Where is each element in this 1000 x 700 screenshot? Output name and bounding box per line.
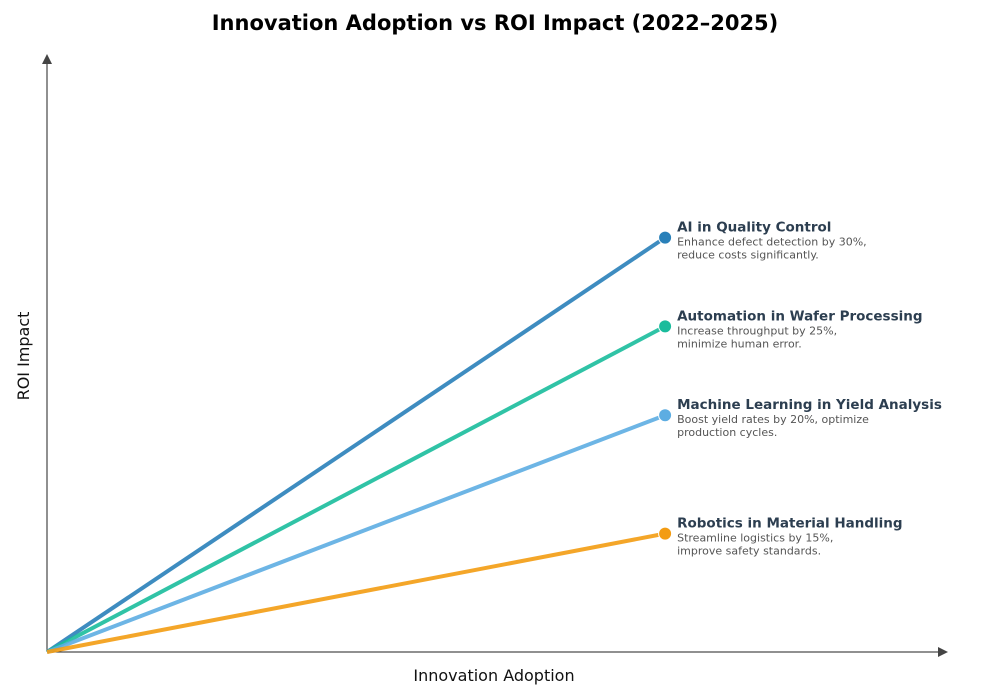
series-description: minimize human error. bbox=[677, 337, 802, 350]
series-line bbox=[45, 235, 667, 654]
series-description: Boost yield rates by 20%, optimize bbox=[677, 413, 869, 426]
series-description: reduce costs significantly. bbox=[677, 249, 819, 262]
series-description: Enhance defect detection by 30%, bbox=[677, 236, 867, 249]
series-line bbox=[46, 324, 667, 654]
axes: Innovation Adoption ROI Impact bbox=[14, 54, 948, 685]
x-axis-label: Innovation Adoption bbox=[413, 666, 574, 685]
series-description: Increase throughput by 25%, bbox=[677, 324, 837, 337]
series-label: AI in Quality Control bbox=[677, 220, 831, 236]
chart-title: Innovation Adoption vs ROI Impact (2022–… bbox=[211, 11, 779, 35]
series-line bbox=[46, 413, 666, 654]
series-3: Robotics in Material HandlingStreamline … bbox=[46, 516, 903, 654]
series-label: Automation in Wafer Processing bbox=[677, 308, 922, 324]
series-2: Machine Learning in Yield AnalysisBoost … bbox=[46, 397, 942, 654]
series-end-point bbox=[658, 230, 673, 245]
series-end-point bbox=[658, 526, 673, 541]
series-end-point bbox=[658, 408, 673, 423]
y-axis-label: ROI Impact bbox=[14, 312, 33, 401]
series-label: Machine Learning in Yield Analysis bbox=[677, 397, 942, 413]
x-axis-arrow-icon bbox=[938, 647, 948, 657]
series-label: Robotics in Material Handling bbox=[677, 516, 902, 532]
series-description: Streamline logistics by 15%, bbox=[677, 532, 833, 545]
series-line bbox=[46, 531, 666, 654]
y-axis-arrow-icon bbox=[42, 54, 52, 64]
series-end-point bbox=[658, 319, 673, 334]
series-description: improve safety standards. bbox=[677, 545, 821, 558]
series-description: production cycles. bbox=[677, 426, 777, 439]
